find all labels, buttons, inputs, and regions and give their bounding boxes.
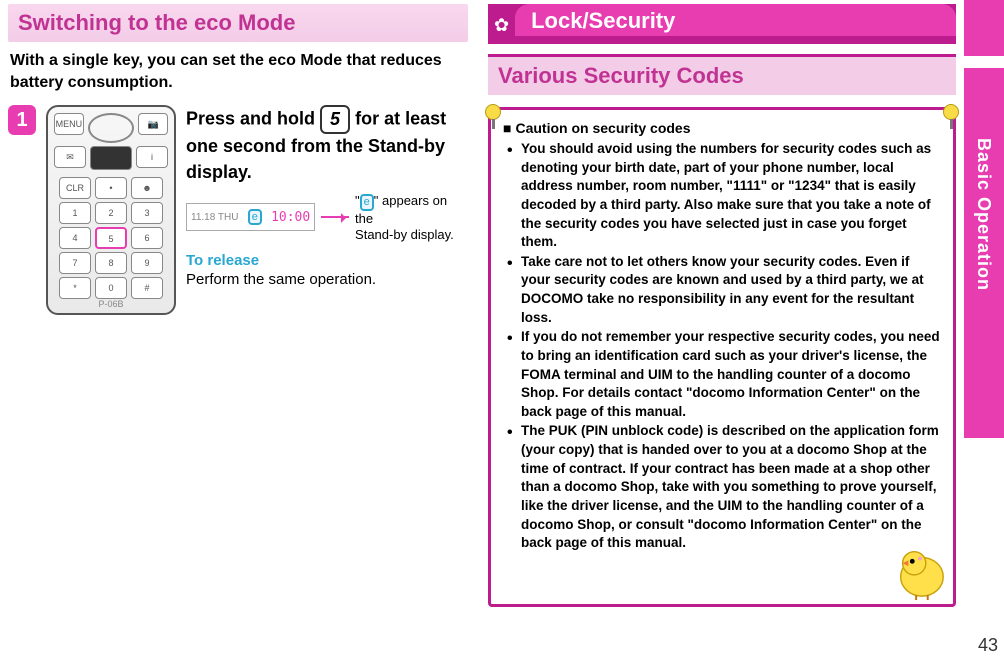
eco-icon: e: [248, 209, 262, 225]
various-codes-title: Various Security Codes: [498, 63, 946, 89]
pin-icon: [485, 104, 501, 120]
pin-icon: [943, 104, 959, 120]
side-tab-label: Basic Operation: [973, 138, 994, 291]
standby-display-icon: 11.18 THU e 10:00: [186, 203, 315, 231]
page-number: 43: [978, 635, 998, 656]
eco-icon-inline: e: [360, 194, 374, 211]
caution-callout: Caution on security codes You should avo…: [488, 107, 956, 607]
eco-subtitle: With a single key, you can set the eco M…: [8, 42, 468, 99]
lock-underline: [488, 40, 956, 44]
phone-illustration: MENU📷 ✉i CLR•☻ 123 456 789 *0# P-06B: [46, 105, 176, 315]
step-text-a: Press and hold: [186, 109, 320, 129]
pointer-line-icon: [321, 216, 349, 218]
lock-security-header: ✿ Lock/Security: [488, 4, 956, 40]
caution-bullets: You should avoid using the numbers for s…: [503, 140, 941, 553]
date-label: 11.18 THU: [191, 212, 238, 223]
eco-title: Switching to the eco Mode: [18, 10, 458, 36]
lock-security-title: Lock/Security: [515, 4, 956, 36]
eco-header: Switching to the eco Mode: [8, 4, 468, 42]
step-instruction: Press and hold 5 for at least one second…: [186, 105, 468, 185]
to-release-body: Perform the same operation.: [186, 271, 468, 288]
various-codes-header: Various Security Codes: [488, 54, 956, 95]
bullet-item: Take care not to let others know your se…: [503, 253, 941, 328]
to-release-label: To release: [186, 252, 468, 269]
caution-title: Caution on security codes: [503, 120, 941, 136]
bullet-item: You should avoid using the numbers for s…: [503, 140, 941, 252]
chick-icon: [891, 542, 949, 600]
key-5-inline-icon: 5: [320, 105, 350, 134]
bullet-item: The PUK (PIN unblock code) is described …: [503, 422, 941, 552]
appears-text: "e" appears on theStand-by display.: [355, 193, 468, 242]
key-5-icon: 5: [95, 227, 127, 249]
phone-model-label: P-06B: [48, 299, 174, 309]
time-label: 10:00: [271, 210, 310, 225]
side-tab: Basic Operation: [964, 0, 1004, 662]
bullet-item: If you do not remember your respective s…: [503, 328, 941, 421]
step-number: 1: [8, 105, 36, 135]
clover-icon: ✿: [488, 15, 515, 40]
